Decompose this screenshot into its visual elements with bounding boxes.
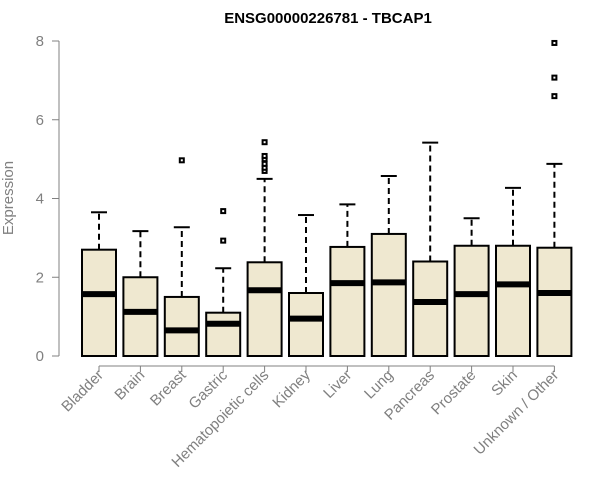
box-group [329, 203, 366, 357]
box-group [412, 141, 449, 357]
outlier-point [551, 93, 558, 100]
box-group [81, 211, 117, 357]
y-axis: 0 2 4 6 8 [36, 33, 60, 365]
y-axis-label: Expression [0, 161, 17, 235]
outlier-point [261, 160, 268, 167]
box [205, 311, 242, 357]
y-tick-label: 0 [36, 348, 44, 365]
box [81, 248, 117, 357]
box [370, 232, 407, 357]
x-tick-label: Prostate [428, 367, 480, 419]
box [412, 260, 449, 357]
x-tick-label: Kidney [269, 366, 314, 411]
x-tick-label: Bladder [58, 367, 107, 416]
y-tick-label: 2 [36, 269, 44, 286]
box-group [288, 214, 324, 357]
outlier-point [220, 237, 227, 244]
box-group [246, 139, 283, 358]
box [495, 244, 531, 357]
x-tick-label: Brain [111, 367, 148, 404]
box [288, 292, 324, 357]
x-tick-label: Skin [488, 367, 521, 400]
box-group [163, 157, 200, 357]
outlier-point [551, 74, 558, 81]
box-group [495, 186, 531, 357]
outlier-point [551, 39, 558, 46]
plot-area [81, 39, 573, 358]
x-tick-label: Liver [320, 367, 355, 402]
outlier-point [261, 139, 268, 146]
box-group [205, 208, 242, 357]
outlier-point [220, 208, 227, 215]
box [536, 246, 573, 357]
box-group [122, 230, 159, 357]
box [122, 276, 159, 357]
y-tick-label: 4 [36, 191, 44, 208]
box-group [370, 175, 407, 357]
chart-title: ENSG00000226781 - TBCAP1 [224, 10, 432, 27]
outlier-point [178, 157, 185, 164]
box [246, 261, 283, 358]
box-group [536, 39, 573, 357]
box [453, 244, 490, 357]
y-tick-label: 6 [36, 112, 44, 129]
x-tick-label: Lung [361, 367, 397, 403]
box-group [453, 217, 490, 357]
y-tick-label: 8 [36, 33, 44, 50]
box [329, 245, 366, 357]
outlier-point [261, 152, 268, 159]
x-tick-label: Breast [147, 366, 190, 409]
box [163, 295, 200, 357]
